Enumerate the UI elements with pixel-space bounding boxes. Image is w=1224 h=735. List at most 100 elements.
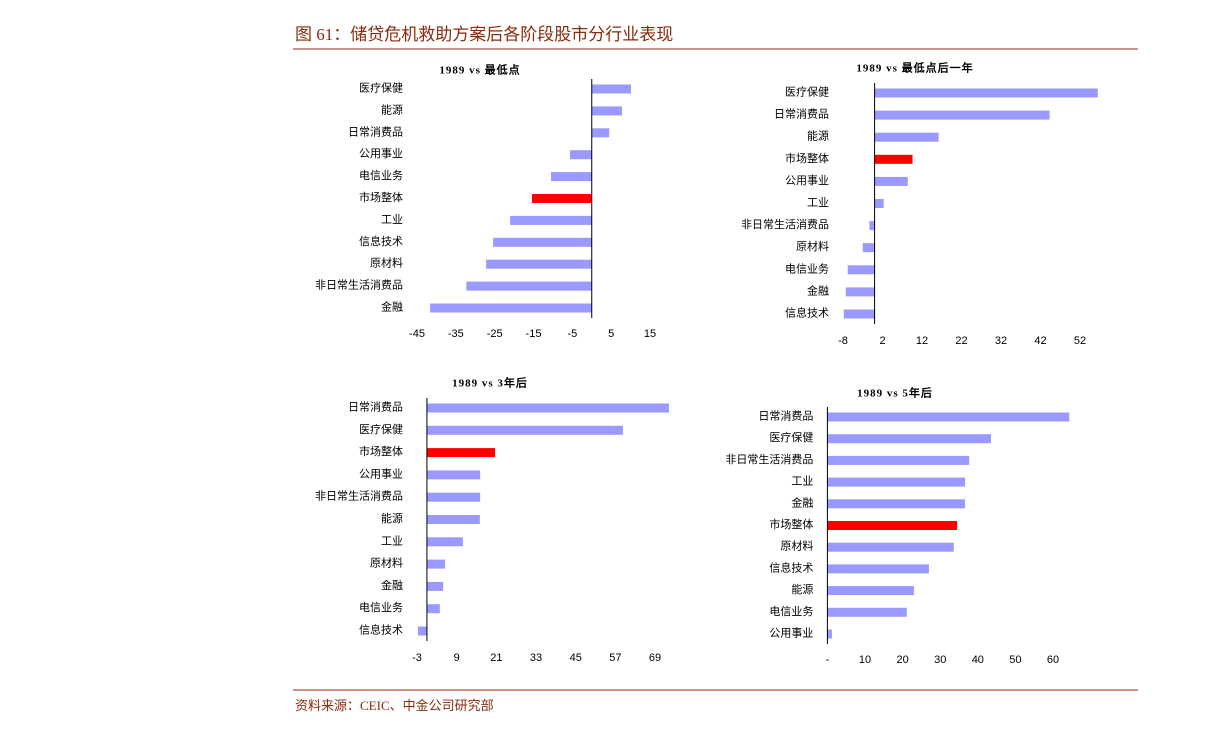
bar (426, 425, 623, 435)
x-tick-label: -3 (412, 652, 422, 664)
x-tick-label: -45 (409, 328, 425, 340)
category-label: 市场整体 (785, 151, 829, 165)
x-tick-label: 60 (1047, 654, 1059, 666)
bar (426, 492, 481, 502)
bar (827, 499, 966, 509)
source-note: 资料来源：CEIC、中金公司研究部 (295, 698, 494, 713)
bar (417, 626, 427, 636)
bar (426, 581, 444, 591)
x-tick-label: 57 (609, 652, 621, 664)
category-label: 信息技术 (359, 623, 403, 637)
x-tick-label: - (826, 654, 830, 666)
x-tick-label: 5 (608, 328, 614, 340)
category-label: 医疗保健 (785, 85, 829, 99)
bar (426, 559, 446, 569)
x-tick-label: 40 (972, 654, 984, 666)
category-label: 金融 (791, 495, 813, 509)
category-label: 金融 (381, 300, 403, 314)
category-label: 医疗保健 (359, 422, 403, 436)
category-label: 原材料 (796, 239, 829, 253)
bar (827, 477, 966, 487)
bar (570, 150, 592, 160)
category-label: 非日常生活消费品 (315, 278, 403, 292)
chart-title: 1989 vs 最低点 (439, 63, 520, 77)
category-label: 非日常生活消费品 (725, 452, 813, 466)
bar (827, 629, 832, 639)
bar (827, 586, 914, 596)
bar (591, 84, 631, 94)
x-tick-label: 30 (934, 654, 946, 666)
bar (827, 542, 954, 552)
bar (874, 132, 939, 142)
category-label: 日常消费品 (774, 107, 829, 121)
category-label: 工业 (381, 534, 403, 547)
bar (827, 434, 991, 444)
x-tick-label: 45 (570, 652, 582, 664)
x-tick-label: -25 (487, 328, 503, 340)
category-label: 能源 (381, 102, 403, 116)
category-label: 公用事业 (769, 627, 813, 640)
bar (847, 265, 875, 275)
category-label: 电信业务 (769, 605, 813, 618)
bar (486, 259, 592, 269)
category-label: 原材料 (370, 256, 403, 270)
bar (827, 607, 907, 617)
x-tick-label: 69 (649, 652, 661, 664)
bar (827, 412, 1070, 422)
category-label: 信息技术 (359, 234, 403, 248)
x-tick-label: 33 (530, 652, 542, 664)
bar (843, 309, 875, 319)
category-label: 能源 (791, 582, 813, 596)
bar (874, 110, 1050, 120)
bar (862, 243, 875, 253)
bar (510, 215, 592, 225)
chart-title: 1989 vs 3年后 (452, 376, 528, 390)
category-label: 工业 (791, 475, 813, 488)
x-tick-label: 12 (916, 335, 928, 347)
category-label: 市场整体 (769, 517, 813, 531)
bar (827, 564, 929, 574)
x-tick-label: -8 (838, 335, 848, 347)
x-tick-label: 32 (995, 335, 1007, 347)
x-tick-label: 21 (490, 652, 502, 664)
x-tick-label: -15 (526, 328, 542, 340)
bar-chart: 1989 vs 最低点后一年医疗保健日常消费品能源市场整体公用事业工业非日常生活… (741, 61, 1098, 347)
category-label: 信息技术 (769, 560, 813, 574)
bar (426, 515, 480, 524)
x-tick-label: 22 (955, 335, 967, 347)
bar (827, 455, 970, 465)
chart-title: 1989 vs 5年后 (857, 386, 933, 400)
category-label: 金融 (807, 283, 829, 297)
chart-title: 1989 vs 最低点后一年 (856, 61, 973, 75)
x-tick-label: 42 (1034, 335, 1046, 347)
bar (426, 604, 440, 614)
category-label: 市场整体 (359, 444, 403, 458)
category-label: 能源 (807, 129, 829, 143)
bar (426, 448, 496, 458)
bar (426, 403, 669, 413)
category-label: 工业 (381, 213, 403, 226)
category-label: 非日常生活消费品 (315, 489, 403, 503)
bar (550, 172, 592, 182)
bar (827, 521, 958, 530)
bar (874, 176, 908, 186)
bar (845, 287, 875, 297)
category-label: 工业 (807, 196, 829, 209)
category-label: 日常消费品 (348, 400, 403, 414)
bar (531, 194, 592, 203)
bar (426, 537, 463, 547)
bar (493, 237, 592, 247)
category-label: 电信业务 (359, 169, 403, 182)
bar-chart: 1989 vs 最低点医疗保健能源日常消费品公用事业电信业务市场整体工业信息技术… (315, 63, 656, 340)
bar (430, 303, 592, 313)
x-tick-label: 20 (896, 654, 908, 666)
x-tick-label: 50 (1009, 654, 1021, 666)
category-label: 公用事业 (785, 174, 829, 187)
category-label: 电信业务 (785, 262, 829, 275)
bar (426, 470, 481, 480)
category-label: 公用事业 (359, 467, 403, 480)
category-label: 原材料 (370, 556, 403, 570)
bar (591, 128, 610, 138)
x-tick-label: 2 (879, 335, 885, 347)
